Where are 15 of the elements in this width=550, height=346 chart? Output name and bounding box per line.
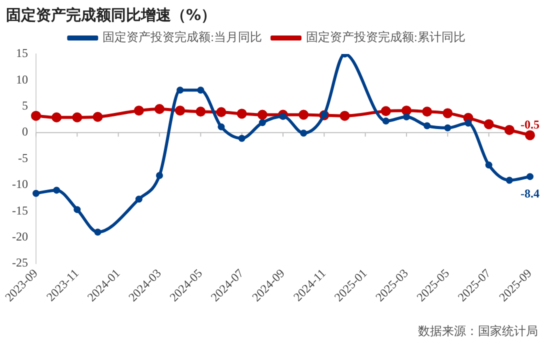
chart-title: 固定资产完成额同比增速（%）: [6, 6, 216, 25]
y-tick-label: -20: [12, 230, 28, 244]
legend-label: 固定资产投资完成额:当月同比: [102, 30, 262, 44]
y-tick-label: 10: [16, 72, 28, 86]
source-note: 数据来源：国家统计局: [418, 323, 538, 340]
y-tick-label: -10: [12, 177, 28, 192]
legend-label: 固定资产投资完成额:累计同比: [306, 30, 466, 44]
data-label: -8.4: [520, 186, 540, 201]
y-tick-label: 5: [22, 98, 28, 113]
y-tick-label: -5: [18, 150, 28, 165]
y-tick-label: 15: [16, 46, 28, 60]
y-tick-label: -15: [12, 203, 28, 218]
data-label: -0.5: [520, 117, 540, 132]
y-tick-label: 0: [22, 124, 28, 139]
y-tick-label: -25: [12, 256, 28, 270]
